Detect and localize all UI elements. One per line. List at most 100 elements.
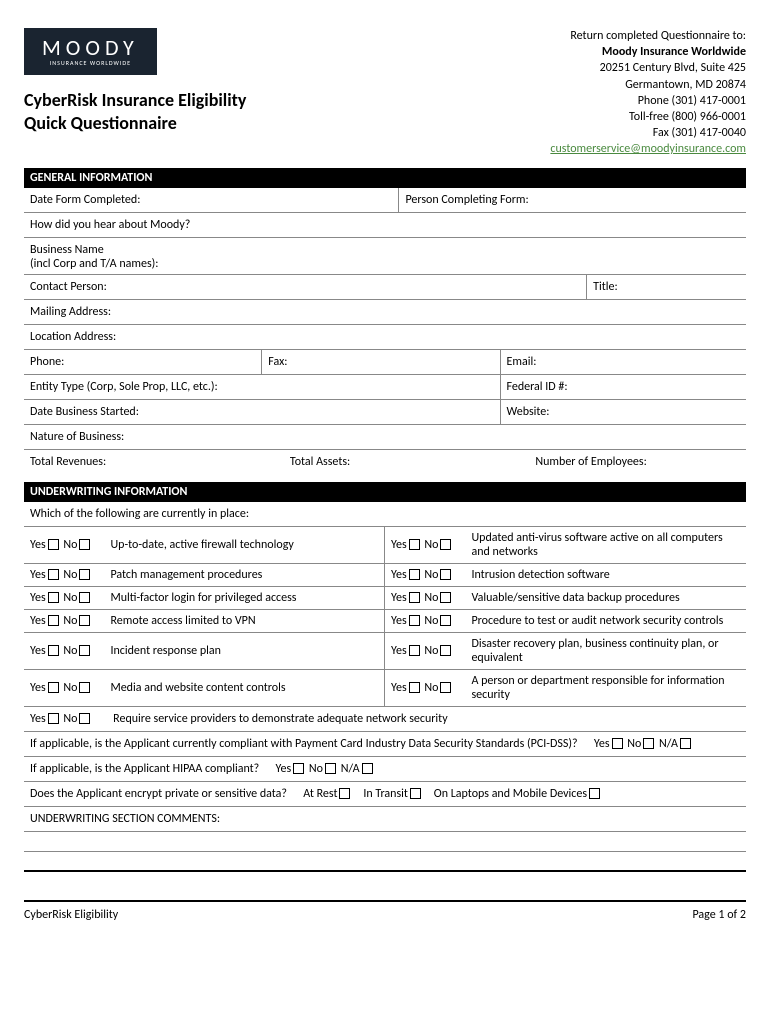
- checkbox[interactable]: [79, 539, 90, 550]
- cell-business-name: Business Name (incl Corp and T/A names):: [24, 238, 746, 274]
- addr2: Germantown, MD 20874: [550, 77, 746, 93]
- phone: Phone (301) 417-0001: [550, 93, 746, 109]
- return-label: Return completed Questionnaire to:: [550, 28, 746, 44]
- label-fax: Fax:: [262, 350, 500, 374]
- row-started-website: Date Business Started: Website:: [24, 400, 746, 425]
- checkbox[interactable]: [362, 763, 373, 774]
- checkbox[interactable]: [643, 738, 654, 749]
- checkbox[interactable]: [79, 592, 90, 603]
- label-which-following: Which of the following are currently in …: [24, 502, 746, 527]
- label-location: Location Address:: [24, 325, 746, 349]
- label-phone: Phone:: [24, 350, 262, 374]
- page-footer: CyberRisk Eligibility Page 1 of 2: [24, 900, 746, 922]
- label-person-completing: Person Completing Form:: [399, 188, 746, 212]
- checkbox[interactable]: [48, 592, 59, 603]
- logo-main: MOODY: [42, 34, 139, 61]
- row-totals: Total Revenues: Total Assets: Number of …: [24, 450, 746, 474]
- row-encrypt: Does the Applicant encrypt private or se…: [24, 782, 746, 807]
- label-business-name-sub: (incl Corp and T/A names):: [30, 257, 740, 271]
- label-employees: Number of Employees:: [529, 450, 746, 474]
- checkbox[interactable]: [79, 645, 90, 656]
- label-assets: Total Assets:: [284, 450, 529, 474]
- checkbox[interactable]: [79, 682, 90, 693]
- checkbox[interactable]: [440, 645, 451, 656]
- uw-row-3: Yes NoMulti-factor login for privileged …: [24, 587, 746, 610]
- label-comments: UNDERWRITING SECTION COMMENTS:: [24, 807, 746, 832]
- uw-r1: Yes No Updated anti-virus software activ…: [385, 527, 746, 563]
- tollfree: Toll-free (800) 966-0001: [550, 109, 746, 125]
- checkbox[interactable]: [409, 645, 420, 656]
- label-nature: Nature of Business:: [24, 425, 746, 449]
- checkbox[interactable]: [612, 738, 623, 749]
- uw-row-1: Yes No Up-to-date, active firewall techn…: [24, 527, 746, 564]
- doc-title-2: Quick Questionnaire: [24, 112, 246, 135]
- addr1: 20251 Century Blvd, Suite 425: [550, 60, 746, 76]
- row-contact: Contact Person: Title:: [24, 275, 746, 300]
- checkbox[interactable]: [409, 569, 420, 580]
- checkbox[interactable]: [440, 615, 451, 626]
- checkbox[interactable]: [440, 569, 451, 580]
- checkbox[interactable]: [410, 788, 421, 799]
- checkbox[interactable]: [48, 615, 59, 626]
- label-email: Email:: [501, 350, 746, 374]
- page-header: MOODY INSURANCE WORLDWIDE CyberRisk Insu…: [24, 28, 746, 158]
- checkbox[interactable]: [339, 788, 350, 799]
- checkbox[interactable]: [409, 592, 420, 603]
- checkbox[interactable]: [440, 592, 451, 603]
- row-location: Location Address:: [24, 325, 746, 350]
- logo-sub: INSURANCE WORLDWIDE: [42, 59, 139, 67]
- checkbox[interactable]: [79, 713, 90, 724]
- checkbox[interactable]: [48, 713, 59, 724]
- label-federal-id: Federal ID #:: [501, 375, 746, 399]
- row-nature: Nature of Business:: [24, 425, 746, 450]
- checkbox[interactable]: [325, 763, 336, 774]
- email-link[interactable]: customerservice@moodyinsurance.com: [550, 142, 746, 156]
- label-contact-person: Contact Person:: [24, 275, 587, 299]
- comment-lines: [24, 832, 746, 872]
- uw-row-4: Yes NoRemote access limited to VPN Yes N…: [24, 610, 746, 633]
- checkbox[interactable]: [79, 615, 90, 626]
- row-hear-about: How did you hear about Moody?: [24, 213, 746, 238]
- header-right: Return completed Questionnaire to: Moody…: [550, 28, 746, 158]
- label-entity-type: Entity Type (Corp, Sole Prop, LLC, etc.)…: [24, 375, 501, 399]
- row-date-person: Date Form Completed: Person Completing F…: [24, 188, 746, 213]
- label-website: Website:: [501, 400, 746, 424]
- uw-row-6: Yes NoMedia and website content controls…: [24, 670, 746, 707]
- row-hipaa: If applicable, is the Applicant HIPAA co…: [24, 757, 746, 782]
- row-phone-fax-email: Phone: Fax: Email:: [24, 350, 746, 375]
- company-name: Moody Insurance Worldwide: [550, 44, 746, 60]
- label-mailing: Mailing Address:: [24, 300, 746, 324]
- logo: MOODY INSURANCE WORLDWIDE: [24, 28, 157, 75]
- checkbox[interactable]: [293, 763, 304, 774]
- checkbox[interactable]: [48, 539, 59, 550]
- row-business-name: Business Name (incl Corp and T/A names):: [24, 238, 746, 275]
- checkbox[interactable]: [440, 682, 451, 693]
- doc-title-1: CyberRisk Insurance Eligibility: [24, 89, 246, 112]
- label-date-completed: Date Form Completed:: [24, 188, 399, 212]
- row-mailing: Mailing Address:: [24, 300, 746, 325]
- label-date-started: Date Business Started:: [24, 400, 501, 424]
- fax: Fax (301) 417-0040: [550, 125, 746, 141]
- checkbox[interactable]: [48, 682, 59, 693]
- section-underwriting: UNDERWRITING INFORMATION: [24, 482, 746, 502]
- checkbox[interactable]: [680, 738, 691, 749]
- label-business-name: Business Name: [30, 243, 740, 257]
- section-general: GENERAL INFORMATION: [24, 168, 746, 188]
- label-revenues: Total Revenues:: [24, 450, 284, 474]
- footer-left: CyberRisk Eligibility: [24, 908, 118, 922]
- row-pci: If applicable, is the Applicant currentl…: [24, 732, 746, 757]
- checkbox[interactable]: [79, 569, 90, 580]
- footer-right: Page 1 of 2: [692, 908, 746, 922]
- checkbox[interactable]: [48, 645, 59, 656]
- checkbox[interactable]: [589, 788, 600, 799]
- checkbox[interactable]: [48, 569, 59, 580]
- row-entity-fedid: Entity Type (Corp, Sole Prop, LLC, etc.)…: [24, 375, 746, 400]
- uw-row-2: Yes NoPatch management procedures Yes No…: [24, 564, 746, 587]
- checkbox[interactable]: [409, 615, 420, 626]
- checkbox[interactable]: [440, 539, 451, 550]
- label-title: Title:: [587, 275, 746, 299]
- checkbox[interactable]: [409, 539, 420, 550]
- header-left: MOODY INSURANCE WORLDWIDE CyberRisk Insu…: [24, 28, 246, 158]
- checkbox[interactable]: [409, 682, 420, 693]
- label-hear-about: How did you hear about Moody?: [24, 213, 746, 237]
